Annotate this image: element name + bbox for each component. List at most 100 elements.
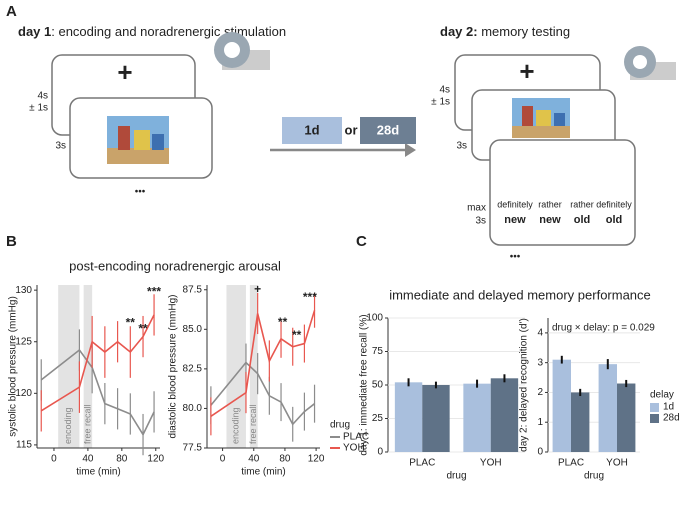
bar (422, 385, 450, 452)
x-axis-label: drug (584, 471, 604, 482)
x-tick-label: 0 (220, 454, 226, 465)
data-line (40, 348, 155, 437)
significance: ** (278, 315, 288, 329)
x-axis-label: time (min) (76, 467, 120, 478)
y-tick-label: 0 (377, 447, 383, 458)
time-label: 3s (55, 141, 66, 152)
time-label: ± 1s (29, 103, 48, 114)
y-tick-label: 25 (372, 413, 384, 424)
day1-rest: : encoding and noradrenergic stimulation (51, 24, 286, 39)
x-tick-label: 40 (248, 454, 260, 465)
y-tick-label: 0 (537, 447, 543, 458)
x-axis-label: time (min) (241, 467, 285, 478)
y-tick-label: 77.5 (183, 443, 203, 454)
or-label: or (345, 122, 358, 137)
mri-icon (214, 32, 270, 70)
ellipsis: ••• (135, 187, 146, 198)
arrow-head (405, 143, 416, 157)
bar (490, 378, 519, 452)
bar (617, 383, 636, 452)
legend-label: YOH (343, 443, 365, 454)
y-axis-label: diastolic blood pressure (mmHg) (168, 295, 179, 439)
delay-box (360, 117, 416, 144)
time-label: 4s (439, 85, 450, 96)
day2-bold: day 2: (440, 24, 478, 39)
response-bottom: new (539, 214, 561, 226)
legend-label: 1d (663, 402, 674, 413)
phase-label: encoding (63, 407, 73, 444)
scene-image (107, 116, 169, 164)
scene-image (512, 98, 570, 138)
phase-band (226, 285, 246, 448)
panel-label: B (6, 233, 17, 250)
data-line (210, 361, 316, 426)
significance: *** (303, 290, 317, 304)
time-label: max (467, 203, 486, 214)
phase-band (83, 285, 93, 448)
y-tick-label: 87.5 (183, 284, 203, 295)
panel-label: C (356, 233, 367, 250)
x-tick-label: 120 (147, 454, 164, 465)
x-tick-label: 80 (116, 454, 128, 465)
legend-label: PLAC (343, 432, 369, 443)
day1-bold: day 1 (18, 24, 51, 39)
x-tick-label: 0 (51, 454, 57, 465)
ellipsis: ••• (510, 252, 521, 263)
legend-swatch (650, 414, 659, 423)
y-axis-label: day 2: delayed recognition (d') (519, 318, 530, 452)
time-label: ± 1s (431, 97, 450, 108)
y-tick-label: 100 (366, 313, 383, 324)
x-tick-label: 80 (279, 454, 291, 465)
stat-annotation: drug × delay: p = 0.029 (552, 323, 655, 334)
phase-band (249, 285, 258, 448)
x-tick-label: 120 (308, 454, 325, 465)
response-top: rather (538, 199, 562, 209)
response-bottom: new (504, 214, 526, 226)
y-tick-label: 120 (15, 388, 32, 399)
response-card (489, 139, 636, 246)
phase-label: free recall (82, 404, 92, 444)
y-axis-label: systolic blood pressure (mmHg) (8, 296, 19, 437)
y-tick-label: 130 (15, 285, 32, 296)
phase-label: encoding (231, 407, 241, 444)
x-axis-label: drug (446, 471, 466, 482)
panel-title: post-encoding noradrenergic arousal (69, 258, 281, 273)
significance: + (254, 282, 261, 296)
y-tick-label: 125 (15, 336, 32, 347)
fixation-cross: + (519, 56, 534, 86)
delay-label: 1d (304, 122, 319, 137)
x-tick-label: PLAC (409, 458, 435, 469)
legend-label: 28d (663, 413, 680, 424)
fixation-cross: + (117, 57, 132, 87)
time-label: 3s (475, 216, 486, 227)
response-bottom: old (574, 214, 591, 226)
y-tick-label: 2 (537, 387, 543, 398)
mri-icon (624, 46, 676, 80)
response-top: definitely (596, 199, 632, 209)
y-axis-label: day 1: immediate free recall (%) (359, 314, 370, 455)
bar (552, 359, 571, 452)
time-label: 3s (456, 141, 467, 152)
legend-swatch (650, 403, 659, 412)
y-tick-label: 80.0 (183, 403, 203, 414)
phase-label: free recall (248, 404, 258, 444)
y-tick-label: 115 (16, 440, 32, 451)
bar (598, 364, 617, 452)
bar (394, 382, 423, 452)
y-tick-label: 50 (372, 380, 384, 391)
x-tick-label: YOH (480, 458, 502, 469)
response-bottom: old (606, 214, 623, 226)
day2-title: day 2: memory testing (440, 24, 570, 39)
delay-label: 28d (377, 122, 399, 137)
y-tick-label: 3 (537, 357, 543, 368)
x-tick-label: 40 (82, 454, 94, 465)
panel-label: A (6, 3, 17, 20)
phase-band (58, 285, 80, 448)
response-top: definitely (497, 199, 533, 209)
y-tick-label: 1 (537, 417, 543, 428)
y-tick-label: 82.5 (183, 364, 203, 375)
time-label: 4s (37, 91, 48, 102)
significance: ** (138, 322, 148, 336)
legend-title: drug (330, 420, 350, 431)
